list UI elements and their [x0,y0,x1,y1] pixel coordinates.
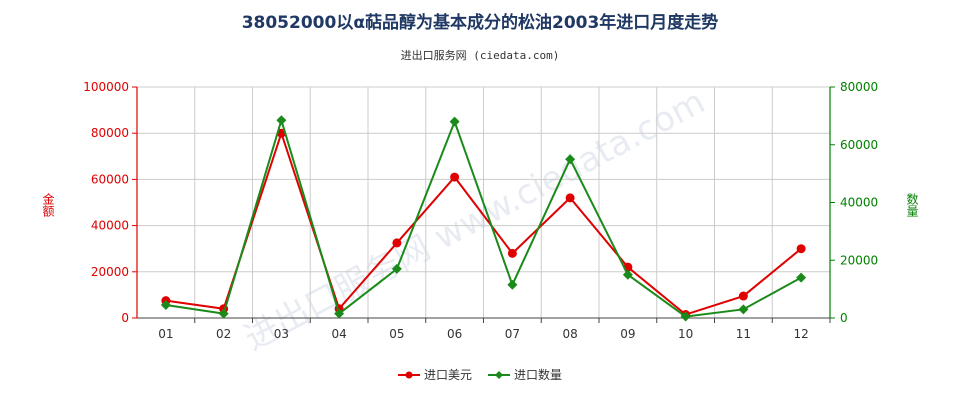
series-line-2 [165,116,802,318]
series-point-2 [218,308,229,319]
left-axis-title: 金额 [41,192,55,218]
series-point-2 [160,300,171,311]
left-tick-label: 100000 [83,80,129,94]
right-tick-label: 60000 [840,138,878,152]
x-tick-label: 02 [216,327,231,341]
right-tick-label: 20000 [840,253,878,267]
series-point-1 [738,291,748,301]
series-point-1 [392,238,402,248]
series-point-2 [680,311,691,322]
x-tick-label: 07 [505,327,520,341]
series-point-1 [450,172,460,182]
series-point-2 [391,263,402,274]
left-tick-label: 40000 [91,219,129,233]
x-tick-label: 11 [736,327,751,341]
x-tick-label: 08 [562,327,577,341]
series-point-1 [796,244,806,254]
series-point-1 [507,248,517,258]
x-tick-label: 01 [158,327,173,341]
chart-title: 38052000以α萜品醇为基本成分的松油2003年进口月度走势 [241,13,719,33]
x-tick-label: 05 [389,327,404,341]
series-point-2 [449,116,460,127]
x-tick-label: 10 [678,327,693,341]
series-point-2 [507,279,518,290]
x-tick-label: 12 [793,327,808,341]
left-tick-label: 0 [121,311,129,325]
left-tick-label: 20000 [91,265,129,279]
series-point-2 [334,308,345,319]
x-tick-label: 03 [274,327,289,341]
series-point-2 [622,269,633,280]
x-tick-label: 04 [331,327,346,341]
left-tick-label: 60000 [91,172,129,186]
legend-label-1: 进口美元 [424,368,472,382]
series-line-1 [165,129,802,316]
right-tick-label: 40000 [840,196,878,210]
right-tick-label: 80000 [840,80,878,94]
legend-marker-1 [405,371,413,379]
x-tick-label: 09 [620,327,635,341]
series-point-2 [738,304,749,315]
right-tick-label: 0 [840,311,848,325]
x-tick-label: 06 [447,327,462,341]
series-point-2 [796,272,807,283]
series-point-2 [276,115,287,126]
legend-label-2: 进口数量 [514,367,562,382]
left-tick-label: 80000 [91,126,129,140]
series-point-1 [565,193,575,203]
legend-marker-2 [495,371,503,379]
series-point-2 [565,154,576,165]
chart-subtitle: 进出口服务网 (ciedata.com) [400,49,560,62]
right-axis-title: 数量 [905,192,919,217]
